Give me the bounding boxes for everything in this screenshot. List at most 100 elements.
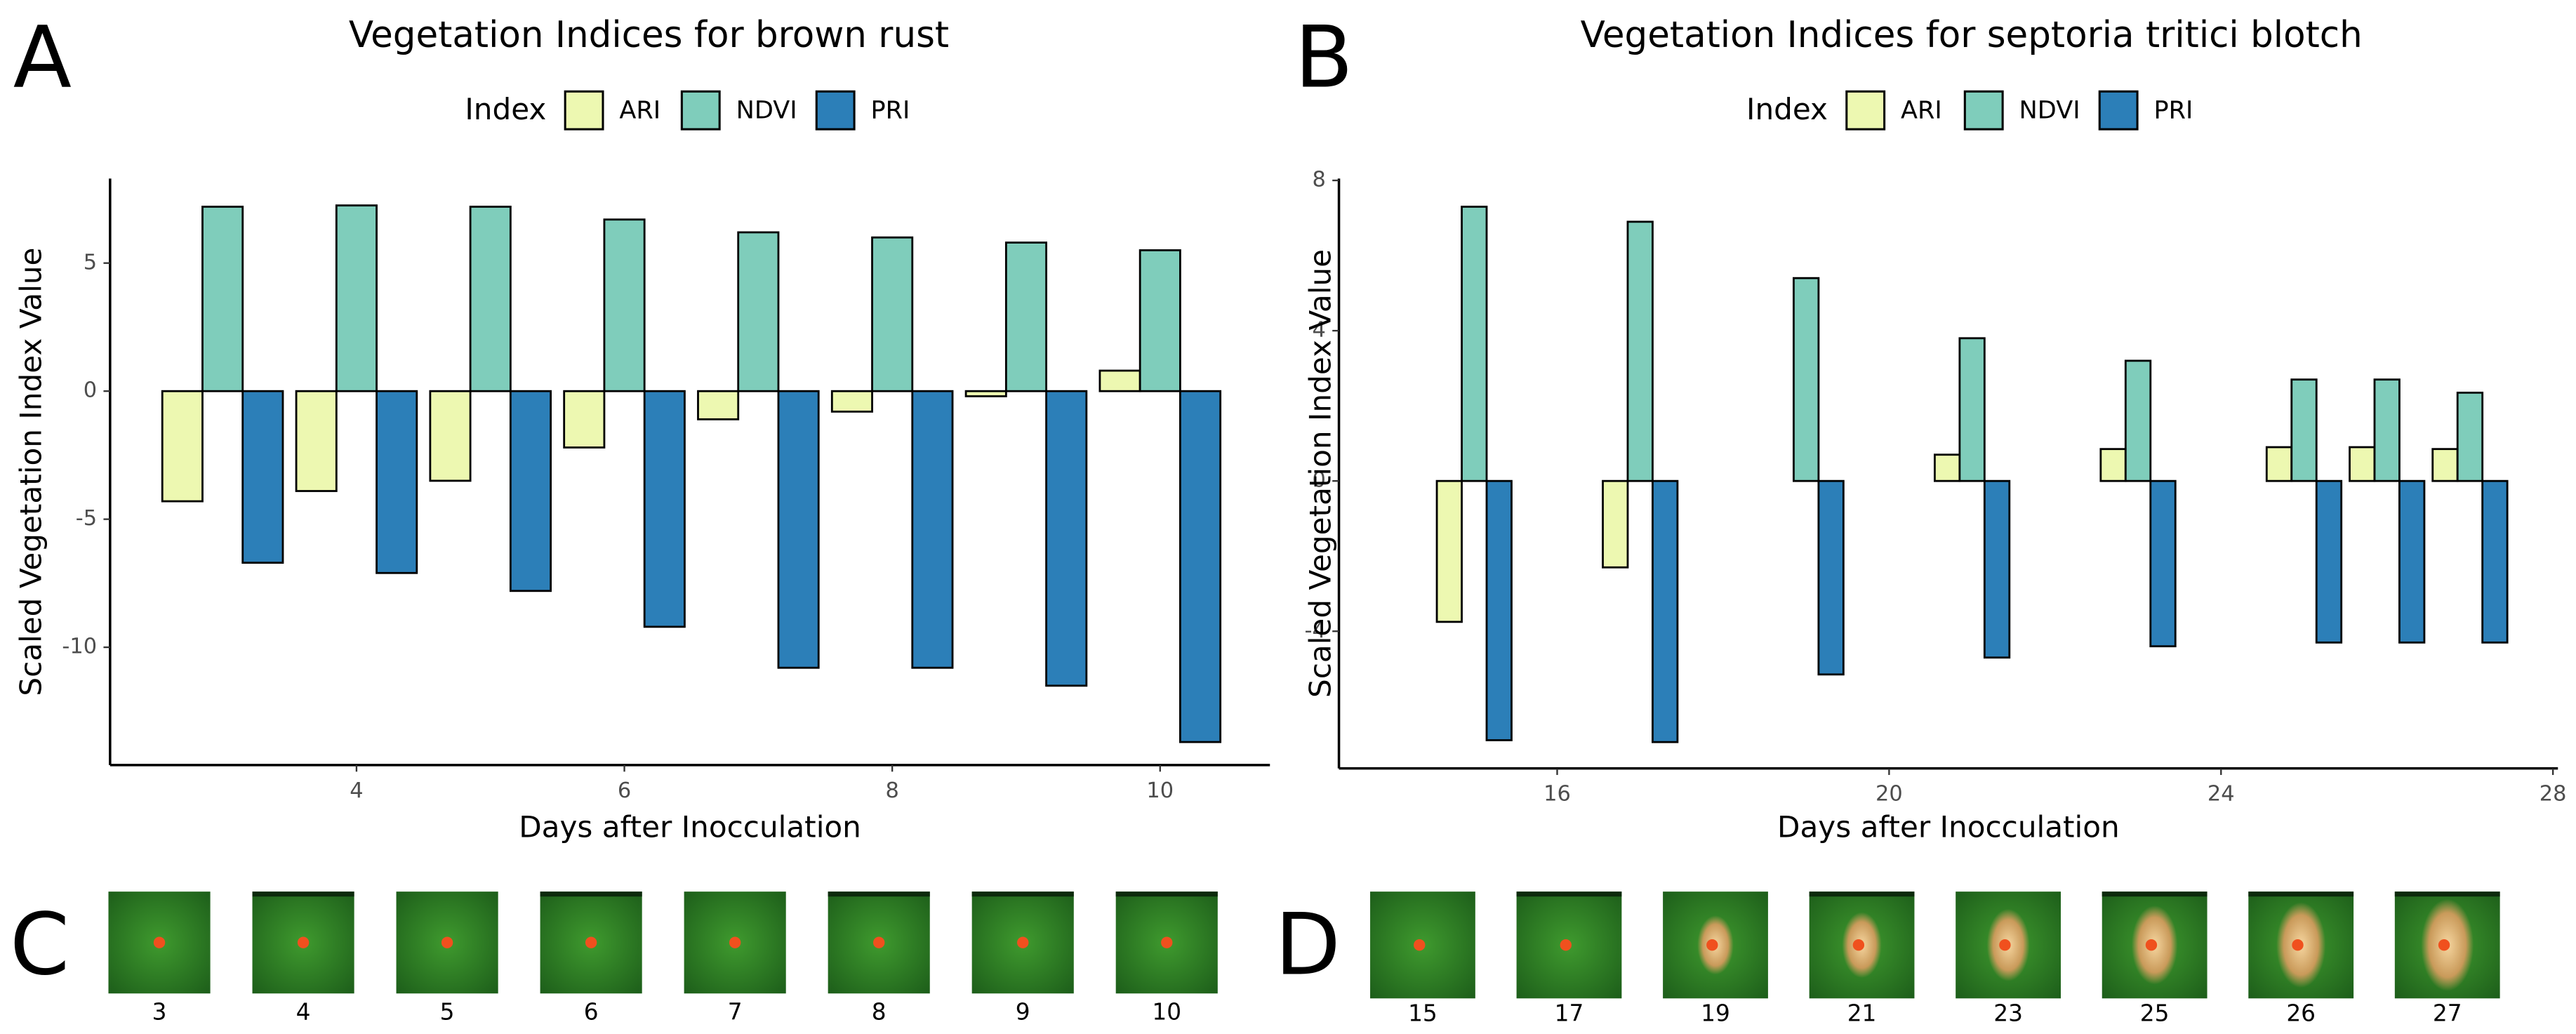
bar xyxy=(2373,378,2401,482)
marker-dot xyxy=(1852,939,1865,951)
panel-label: D xyxy=(1275,895,1341,995)
bar xyxy=(911,390,954,669)
panel-label: C xyxy=(10,895,69,995)
x-tick-label: 20 xyxy=(1875,782,1903,807)
x-tick-label: 6 xyxy=(618,778,631,803)
y-tick-label: 0 xyxy=(1312,468,1325,493)
image-label: 8 xyxy=(872,998,887,1025)
image-label: 23 xyxy=(1993,1000,2023,1027)
image-label: 10 xyxy=(1152,998,1181,1025)
bar xyxy=(509,390,552,592)
bar xyxy=(2315,479,2343,644)
y-tick-label: 4 xyxy=(1312,318,1325,343)
legend-key xyxy=(815,90,856,131)
marker-dot xyxy=(1706,939,1718,951)
bar xyxy=(1652,479,1679,743)
bar xyxy=(1485,479,1513,741)
marker-dot xyxy=(729,936,741,948)
bar xyxy=(1004,241,1048,392)
leaf-edge xyxy=(1809,892,1915,897)
bar xyxy=(295,390,338,492)
bar xyxy=(1602,479,1629,569)
panel-label: B xyxy=(1294,8,1353,107)
bar xyxy=(2099,448,2127,482)
marker-dot xyxy=(1161,936,1173,948)
x-tick-label: 28 xyxy=(2540,782,2567,807)
bar xyxy=(201,206,244,392)
bar xyxy=(1817,479,1845,676)
bar xyxy=(161,390,204,503)
leaf-edge xyxy=(2248,892,2354,897)
legend-key xyxy=(1845,90,1886,131)
y-axis-title: Scaled Vegetation Index Value xyxy=(13,248,48,696)
legend-label: ARI xyxy=(1901,95,1942,124)
bar xyxy=(1435,479,1463,623)
leaf-edge xyxy=(971,892,1074,897)
marker-dot xyxy=(585,936,597,948)
bar xyxy=(2349,446,2376,482)
bar xyxy=(643,390,686,628)
image-label: 21 xyxy=(1847,1000,1877,1027)
x-axis-title: Days after Inocculation xyxy=(519,810,861,844)
bar xyxy=(2290,378,2318,482)
marker-dot xyxy=(441,936,453,948)
bar xyxy=(871,236,914,392)
chart-title: Vegetation Indices for septoria tritici … xyxy=(1581,14,2363,56)
image-label: 19 xyxy=(1701,1000,1730,1027)
legend-label: NDVI xyxy=(736,95,797,124)
legend-label: PRI xyxy=(2153,95,2193,124)
bar xyxy=(1138,249,1181,392)
image-label: 27 xyxy=(2433,1000,2462,1027)
x-tick-label: 16 xyxy=(1543,782,1571,807)
legend-key xyxy=(564,90,604,131)
y-tick-label: -5 xyxy=(76,506,97,531)
panel-label: A xyxy=(13,8,72,107)
bar xyxy=(830,390,873,413)
image-label: 5 xyxy=(440,998,455,1025)
bar xyxy=(429,390,472,482)
x-tick-label: 8 xyxy=(885,778,898,803)
legend-key xyxy=(2098,90,2139,131)
bar xyxy=(2265,446,2293,482)
legend-label: PRI xyxy=(870,95,910,124)
bar xyxy=(2124,359,2152,482)
bar xyxy=(1983,479,2011,659)
legend-key xyxy=(680,90,721,131)
leaf-edge xyxy=(540,892,642,897)
bar xyxy=(1179,390,1222,743)
bar xyxy=(241,390,284,564)
image-label: 17 xyxy=(1555,1000,1584,1027)
bar xyxy=(1045,390,1088,687)
leaf-edge xyxy=(828,892,930,897)
leaf-edge xyxy=(2102,892,2207,897)
marker-dot xyxy=(1414,939,1426,951)
legend-title: Index xyxy=(1746,92,1828,126)
image-label: 15 xyxy=(1408,1000,1438,1027)
image-label: 9 xyxy=(1016,998,1030,1025)
chart-title: Vegetation Indices for brown rust xyxy=(349,14,949,56)
x-tick-label: 10 xyxy=(1146,778,1174,803)
bar xyxy=(2398,479,2426,644)
legend-key xyxy=(1963,90,2004,131)
x-tick-label: 4 xyxy=(350,778,363,803)
y-axis-title: Scaled Vegetation Index Value xyxy=(1303,249,1338,698)
image-label: 3 xyxy=(152,998,167,1025)
y-tick-label: -4 xyxy=(1305,618,1326,643)
marker-dot xyxy=(1017,936,1029,948)
leaf-edge xyxy=(252,892,354,897)
image-label: 6 xyxy=(584,998,599,1025)
bar xyxy=(563,390,606,449)
bar xyxy=(2431,448,2459,482)
x-axis-title: Days after Inocculation xyxy=(1777,810,2120,844)
leaf-edge xyxy=(2394,892,2500,897)
bar xyxy=(1958,337,1986,482)
marker-dot xyxy=(1560,939,1572,951)
image-label: 4 xyxy=(296,998,311,1025)
image-label: 26 xyxy=(2286,1000,2316,1027)
bar xyxy=(376,390,418,574)
bar xyxy=(335,204,378,392)
bar xyxy=(1933,453,1961,482)
bar xyxy=(2149,479,2177,648)
